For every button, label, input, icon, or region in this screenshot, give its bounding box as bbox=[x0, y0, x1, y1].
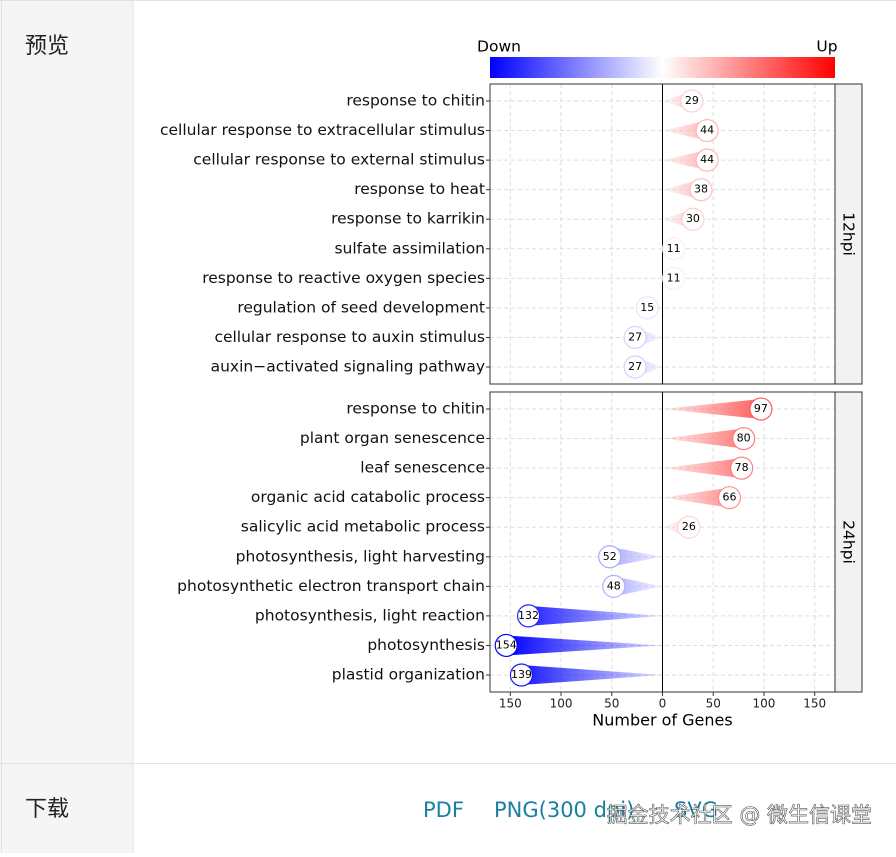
category-label: photosynthesis, light reaction bbox=[255, 606, 485, 624]
category-label: leaf senescence bbox=[360, 459, 485, 477]
value-marker bbox=[598, 545, 622, 569]
value-label: 97 bbox=[754, 402, 768, 415]
value-label: 52 bbox=[603, 550, 617, 563]
category-label: response to heat bbox=[354, 180, 485, 198]
value-marker bbox=[635, 296, 659, 320]
value-marker bbox=[717, 486, 742, 510]
category-label: cellular response to external stimulus bbox=[193, 151, 485, 169]
download-link[interactable]: PDF bbox=[423, 798, 464, 822]
strip-label: 12hpi bbox=[840, 212, 858, 256]
x-tick-label: 150 bbox=[803, 697, 826, 711]
category-label: photosynthesis bbox=[367, 636, 485, 654]
value-marker bbox=[677, 515, 701, 539]
comet bbox=[521, 665, 663, 686]
category-label: sulfate assimilation bbox=[334, 239, 485, 257]
value-label: 44 bbox=[700, 153, 714, 166]
category-label: photosynthetic electron transport chain bbox=[177, 577, 485, 595]
value-label: 154 bbox=[496, 638, 517, 651]
comet bbox=[528, 605, 663, 626]
value-marker bbox=[681, 207, 705, 231]
x-tick-label: 0 bbox=[659, 697, 667, 711]
category-label: response to karrikin bbox=[331, 210, 485, 228]
x-tick-label: 50 bbox=[706, 697, 721, 711]
value-marker bbox=[623, 355, 647, 379]
value-label: 66 bbox=[722, 491, 736, 504]
value-marker bbox=[695, 148, 719, 172]
category-label: auxin−activated signaling pathway bbox=[211, 358, 485, 376]
legend-label: Up bbox=[816, 38, 837, 56]
value-label: 15 bbox=[640, 301, 654, 314]
x-tick-label: 100 bbox=[550, 697, 573, 711]
value-marker bbox=[662, 266, 686, 290]
value-marker bbox=[494, 633, 518, 658]
value-marker bbox=[730, 456, 754, 480]
comet bbox=[506, 635, 663, 656]
category-label: response to chitin bbox=[346, 92, 485, 110]
value-marker bbox=[623, 325, 647, 350]
value-label: 44 bbox=[700, 124, 714, 137]
value-label: 139 bbox=[511, 668, 532, 681]
chart: Down Up response to chitin cellular respons… bbox=[160, 38, 863, 730]
x-tick-label: 100 bbox=[753, 697, 776, 711]
x-axis-title: Number of Genes bbox=[592, 711, 732, 730]
comet bbox=[662, 150, 708, 171]
value-label: 26 bbox=[682, 520, 696, 533]
x-tick-label: 150 bbox=[499, 697, 522, 711]
value-marker bbox=[680, 89, 704, 113]
comet bbox=[662, 120, 708, 141]
category-label: cellular response to auxin stimulus bbox=[214, 328, 485, 346]
value-label: 29 bbox=[685, 94, 699, 107]
comet bbox=[662, 487, 730, 508]
value-marker bbox=[602, 574, 626, 598]
strip bbox=[834, 83, 863, 385]
category-label: photosynthesis, light harvesting bbox=[236, 547, 485, 565]
comet bbox=[609, 546, 663, 567]
category-label: organic acid catabolic process bbox=[251, 488, 485, 506]
value-label: 11 bbox=[667, 242, 681, 255]
value-marker bbox=[662, 237, 686, 261]
value-label: 11 bbox=[667, 271, 681, 284]
x-tick-label: 50 bbox=[604, 697, 619, 711]
category-label: plant organ senescence bbox=[300, 429, 485, 447]
comet bbox=[662, 428, 744, 449]
category-label: response to chitin bbox=[346, 400, 485, 418]
category-label: plastid organization bbox=[332, 666, 485, 684]
category-label: cellular response to extracellular stimu… bbox=[160, 121, 485, 139]
value-marker bbox=[695, 118, 719, 143]
row-label: 下载 bbox=[25, 797, 69, 822]
category-label: response to reactive oxygen species bbox=[202, 269, 485, 287]
value-marker bbox=[509, 663, 534, 687]
legend-label: Down bbox=[477, 38, 521, 56]
value-marker bbox=[516, 604, 541, 628]
download-link[interactable]: SVG bbox=[674, 798, 718, 822]
value-label: 48 bbox=[607, 579, 621, 592]
download-link[interactable]: PNG(300 dpi) bbox=[494, 798, 634, 822]
value-label: 30 bbox=[686, 212, 700, 225]
strip bbox=[834, 391, 863, 693]
value-marker bbox=[749, 397, 773, 421]
comet bbox=[662, 399, 761, 419]
comet bbox=[662, 458, 742, 479]
strip-label: 24hpi bbox=[840, 520, 858, 564]
category-label: regulation of seed development bbox=[237, 298, 485, 316]
row-label: 预览 bbox=[25, 34, 69, 59]
value-label: 80 bbox=[737, 432, 751, 445]
comet bbox=[613, 576, 663, 597]
value-label: 27 bbox=[628, 360, 642, 373]
watermark: 掘金技术社区 @ 微生信课堂 bbox=[607, 803, 872, 827]
category-label: salicylic acid metabolic process bbox=[241, 518, 485, 536]
color-bar bbox=[490, 57, 835, 78]
value-marker bbox=[732, 426, 756, 451]
value-label: 38 bbox=[694, 183, 708, 196]
value-label: 132 bbox=[518, 609, 539, 622]
sidebar bbox=[0, 0, 133, 853]
value-label: 78 bbox=[735, 461, 749, 474]
value-label: 27 bbox=[628, 330, 642, 343]
value-marker bbox=[689, 178, 713, 202]
